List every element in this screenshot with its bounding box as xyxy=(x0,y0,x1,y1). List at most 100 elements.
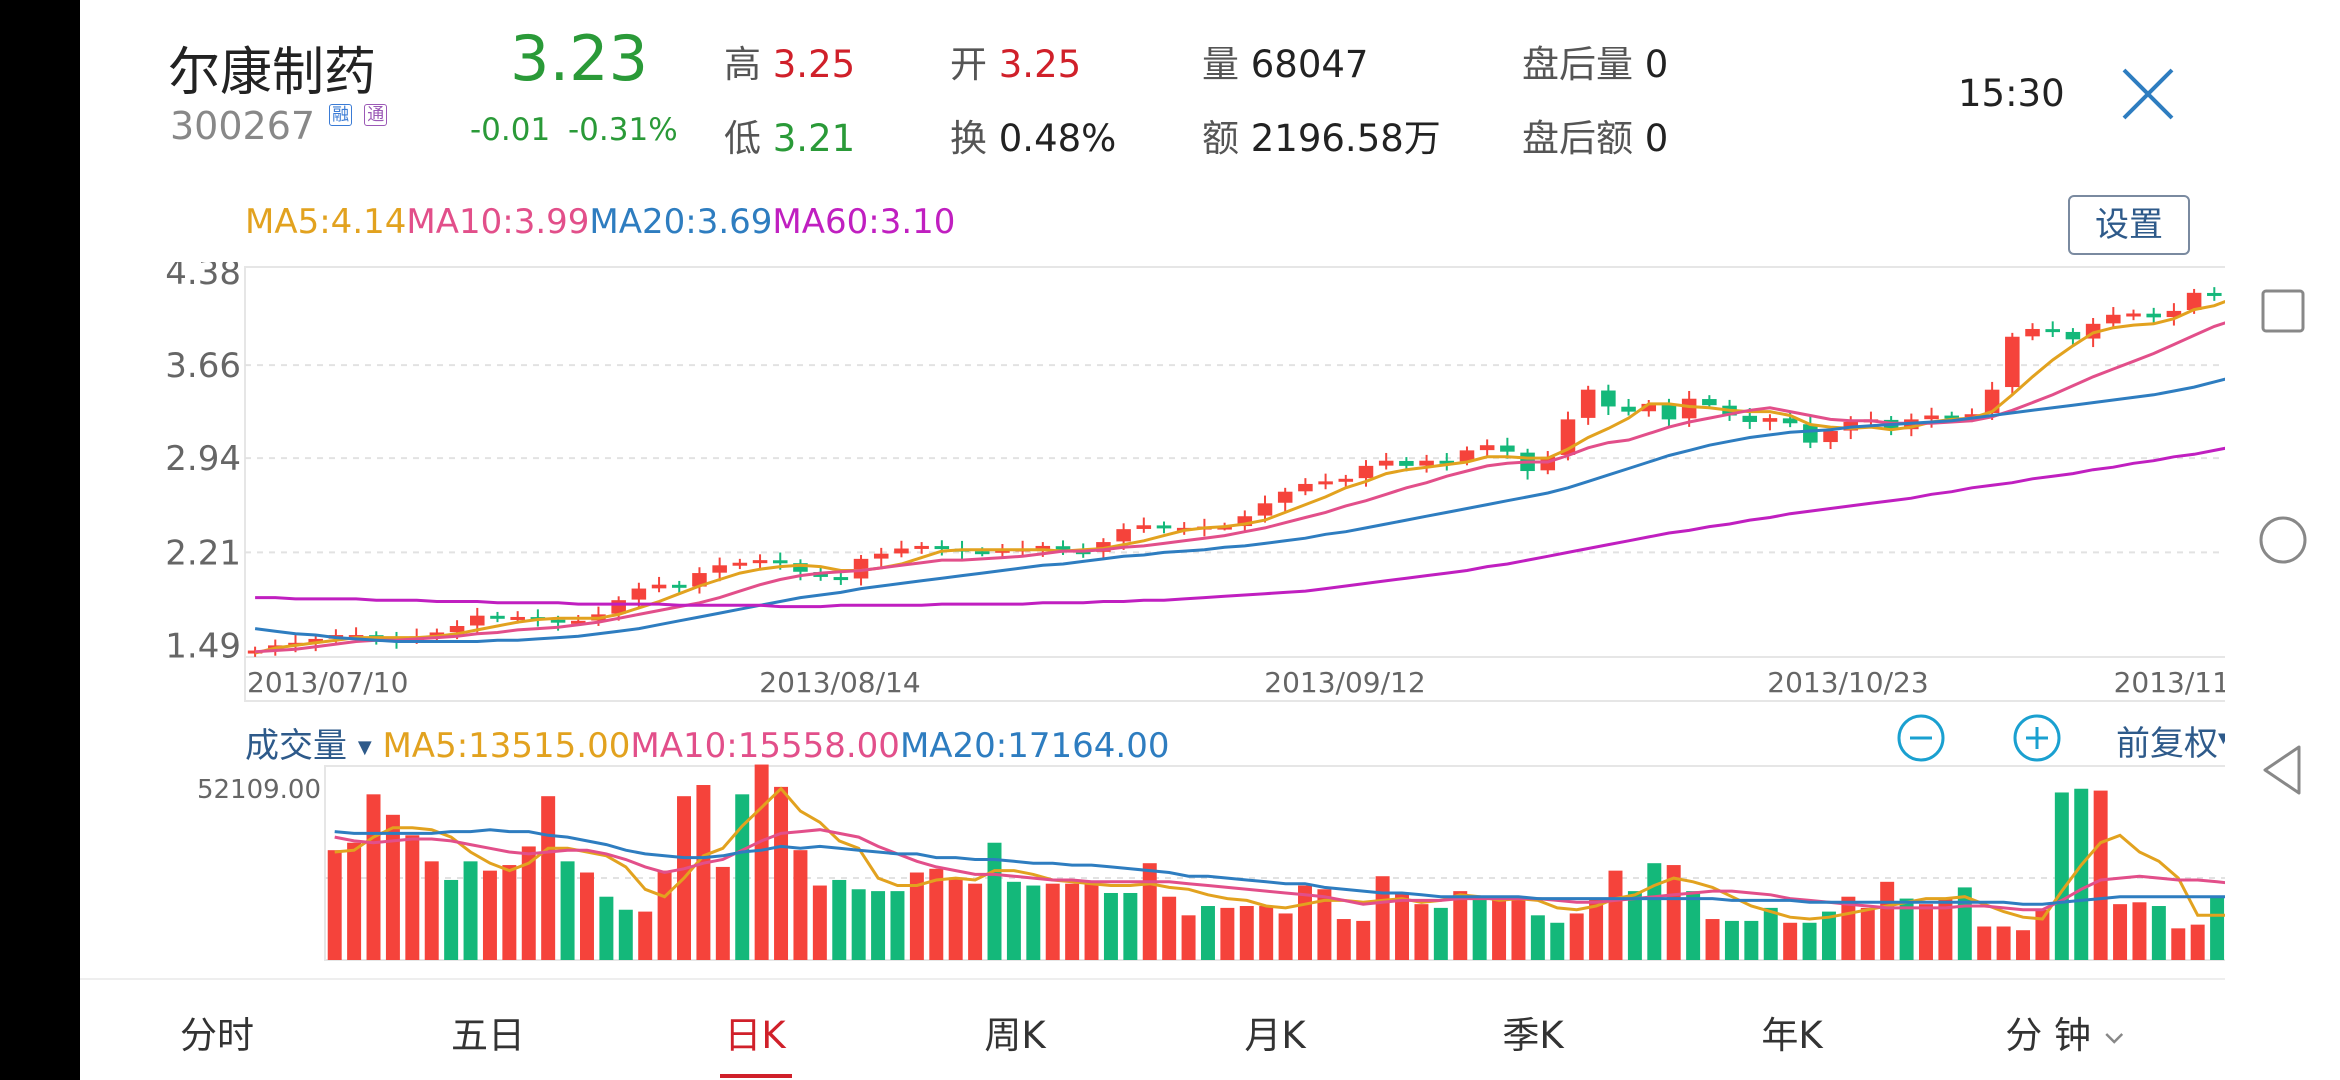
candle-body xyxy=(1055,546,1071,552)
volume-bar xyxy=(1103,892,1118,960)
triangle-down-icon[interactable]: ▼ xyxy=(357,737,372,758)
zoom-out-icon[interactable] xyxy=(1895,712,1947,764)
volume-bar xyxy=(347,842,362,960)
y-tick-label: 2.21 xyxy=(165,533,241,573)
candle-body xyxy=(1803,424,1818,443)
volume-bar xyxy=(1744,920,1759,960)
circle-icon[interactable] xyxy=(2225,495,2340,585)
volume-bar xyxy=(327,850,342,960)
vol-ma5-legend: MA5:13515.00 xyxy=(382,726,631,766)
volume-bar xyxy=(579,872,594,960)
candle-body xyxy=(974,551,990,555)
volume-bar xyxy=(1026,885,1041,960)
y-tick-label: 4.38 xyxy=(165,262,241,293)
candle-body xyxy=(1479,445,1495,451)
open-label: 开 xyxy=(950,43,987,86)
volume-bar xyxy=(909,872,924,960)
volume-bar xyxy=(832,879,847,960)
volume-bar xyxy=(871,891,886,960)
candle-body xyxy=(1257,503,1273,516)
vol-ma20-legend: MA20:17164.00 xyxy=(899,726,1170,766)
candle-body xyxy=(671,584,687,588)
volume-bar xyxy=(385,814,400,960)
volume-bar xyxy=(463,861,478,960)
square-icon[interactable] xyxy=(2225,265,2340,355)
tab-divider xyxy=(80,978,2225,980)
after-hours-volume: 盘后量 0 xyxy=(1522,34,1668,88)
volume-bar xyxy=(1530,915,1545,960)
tab-yearly-k[interactable]: 年K xyxy=(1761,1014,1823,1057)
candle-body xyxy=(1702,399,1717,406)
volume-bar xyxy=(1181,915,1196,960)
volume-bar xyxy=(1472,896,1487,960)
volume-bar xyxy=(851,889,866,960)
volume-bar xyxy=(560,861,575,960)
candle-body xyxy=(2146,313,2161,318)
volume-label: 量 xyxy=(1202,43,1239,86)
ma20-price-line xyxy=(254,377,2225,643)
low-label: 低 xyxy=(724,117,761,160)
triangle-back-icon[interactable] xyxy=(2225,725,2340,815)
volume-bar xyxy=(1647,863,1662,960)
candle-body xyxy=(853,558,869,579)
volume-chart: 52109.00 xyxy=(197,764,2225,961)
volume-bar xyxy=(1550,922,1565,960)
volume-bar xyxy=(1200,906,1215,960)
candle-body xyxy=(490,615,505,619)
y-tick-label: 3.66 xyxy=(165,346,241,386)
volume-bar xyxy=(2151,906,2166,960)
amount-label: 额 xyxy=(1202,117,1239,160)
candle-body xyxy=(1823,431,1838,443)
adjust-dropdown[interactable]: 前复权▼ xyxy=(2116,716,2225,765)
volume-y-tick: 52109.00 xyxy=(197,775,321,805)
volume-bar xyxy=(1627,891,1642,960)
candle-body xyxy=(470,615,485,626)
tab-quarterly-k[interactable]: 季K xyxy=(1502,1014,1564,1057)
volume-bar xyxy=(482,870,497,960)
high-label: 高 xyxy=(724,43,761,86)
price-ma-legend: MA5:4.14MA10:3.99MA20:3.69MA60:3.10 xyxy=(245,202,961,242)
candle-body xyxy=(914,545,929,549)
current-price: 3.23 xyxy=(510,22,649,95)
settings-button[interactable]: 设置 xyxy=(2068,195,2190,255)
tab-monthly-k[interactable]: 月K xyxy=(1244,1014,1306,1057)
tab-minute-label: 分 钟 xyxy=(2005,1014,2091,1057)
volume-bar xyxy=(1511,896,1526,960)
candle-body xyxy=(1742,415,1758,422)
candle-body xyxy=(2025,328,2040,337)
low-quote: 低 3.21 xyxy=(724,108,855,162)
volume-bar xyxy=(1084,881,1099,960)
volume-bar xyxy=(638,911,653,960)
tab-weekly-k[interactable]: 周K xyxy=(984,1014,1046,1057)
volume-bar xyxy=(1123,892,1138,960)
candle-body xyxy=(1681,398,1697,419)
candle-body xyxy=(1580,389,1596,418)
ma60-legend: MA60:3.10 xyxy=(772,202,956,242)
after-amount-label: 盘后额 xyxy=(1522,117,1633,160)
price-chart-frame xyxy=(244,266,2225,658)
x-tick-label: 2013/08/14 xyxy=(759,666,920,699)
volume-bar xyxy=(1239,906,1254,960)
candle-body xyxy=(550,619,566,623)
close-icon[interactable] xyxy=(2120,66,2176,122)
tab-intraday[interactable]: 分时 xyxy=(180,1014,254,1057)
zoom-in-icon[interactable] xyxy=(2011,712,2063,764)
candle-body xyxy=(894,548,909,554)
tab-five-day[interactable]: 五日 xyxy=(451,1014,525,1057)
volume-title[interactable]: 成交量 xyxy=(245,726,347,766)
tab-daily-k[interactable]: 日K xyxy=(724,1014,786,1057)
volume-bar xyxy=(1666,865,1681,960)
tab-minute[interactable]: 分 钟 xyxy=(2005,1005,2125,1059)
volume-value: 68047 xyxy=(1250,43,1369,86)
connect-badge: 通 xyxy=(364,104,388,126)
volume-bar xyxy=(502,865,517,960)
candle-body xyxy=(772,560,788,564)
ma5-price-line xyxy=(254,300,2225,655)
adjust-label: 前复权 xyxy=(2116,724,2218,764)
volume-bar xyxy=(890,891,905,960)
volume-bar xyxy=(1919,904,1933,960)
candle-body xyxy=(1298,483,1313,492)
turnover-label: 换 xyxy=(950,117,987,160)
ma20-legend: MA20:3.69 xyxy=(589,202,773,242)
volume-bar xyxy=(2035,909,2050,960)
